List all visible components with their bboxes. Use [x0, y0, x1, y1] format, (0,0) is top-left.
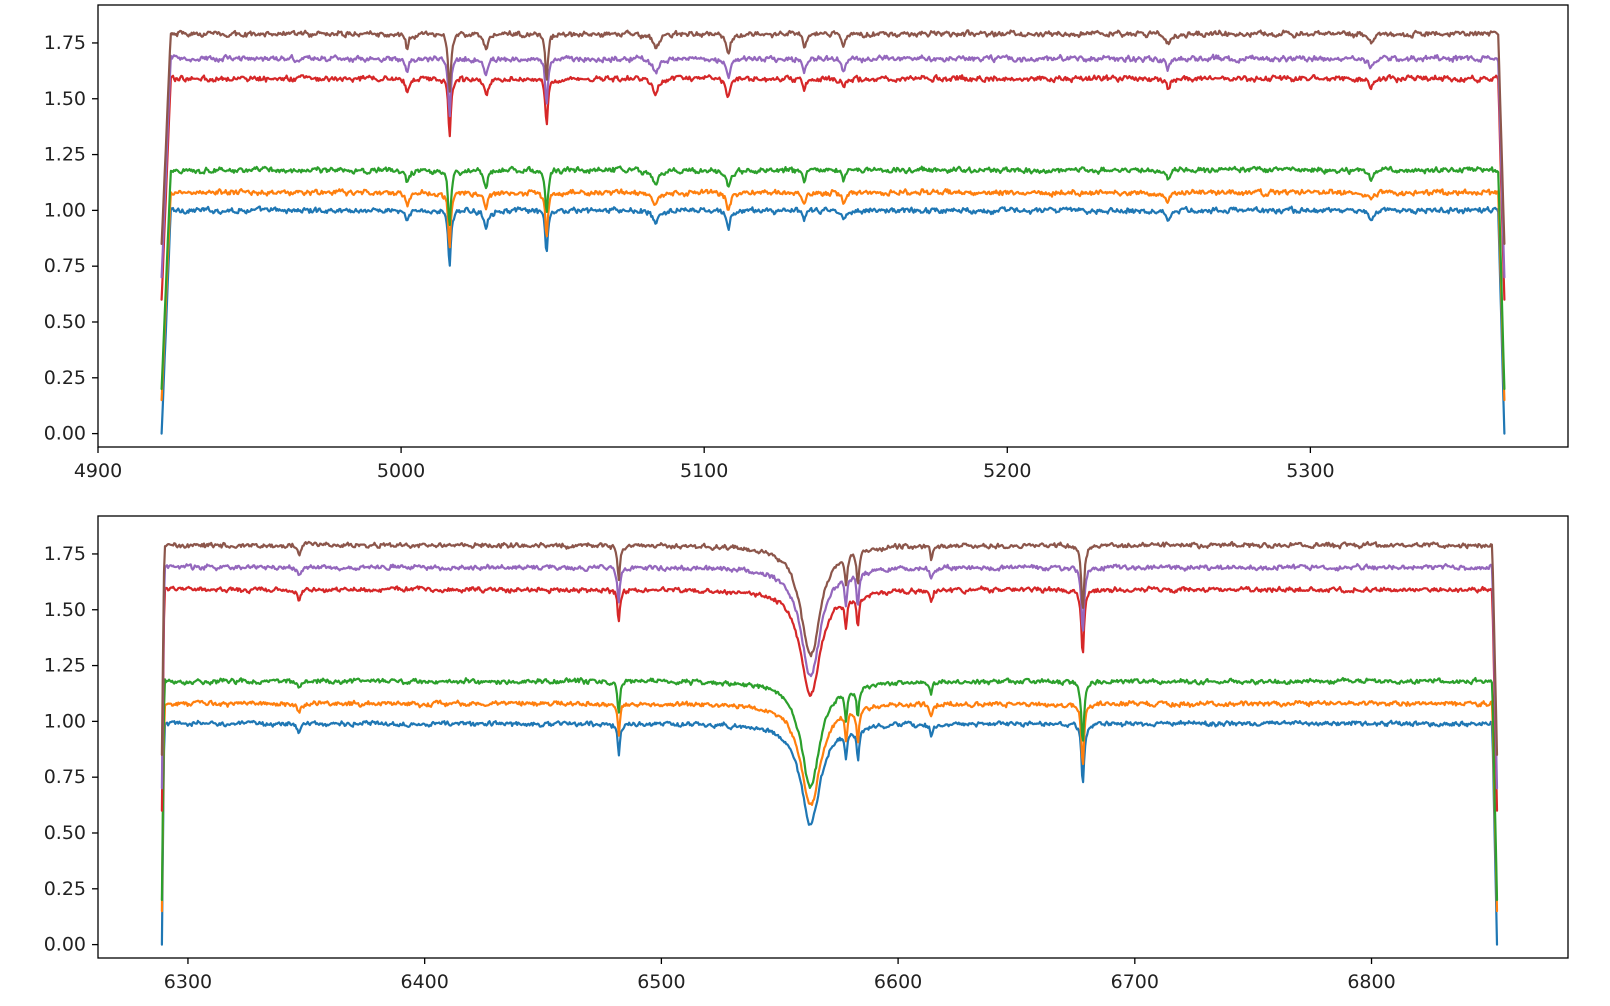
y-tick-label: 1.75: [44, 543, 86, 565]
y-tick-label: 1.25: [44, 655, 86, 677]
y-tick-label: 0.25: [44, 367, 86, 389]
x-tick-label: 6300: [164, 971, 212, 993]
y-tick-label: 1.25: [44, 144, 86, 166]
x-tick-label: 6500: [637, 971, 685, 993]
spectrum-series-line: [160, 53, 1506, 279]
x-tick-label: 6400: [400, 971, 448, 993]
y-tick-label: 0.50: [44, 822, 86, 844]
x-tick-label: 5200: [983, 460, 1031, 482]
spectrum-series-line: [160, 165, 1506, 391]
bottom-y-axis-ticks: 0.00 0.25 0.50 0.75 1.00 1.25 1.50 1.75: [44, 543, 98, 956]
spectrum-series-line: [160, 205, 1506, 435]
spectrum-series-line: [160, 585, 1499, 812]
spectrum-series-line: [160, 73, 1506, 301]
spectrum-series-line: [160, 29, 1506, 245]
x-tick-label: 5000: [377, 460, 425, 482]
x-tick-label: 6800: [1347, 971, 1395, 993]
y-tick-label: 0.50: [44, 311, 86, 333]
y-tick-label: 1.00: [44, 710, 86, 732]
top-series-group: [160, 29, 1506, 435]
y-tick-label: 0.75: [44, 255, 86, 277]
top-axes-frame: [97, 4, 1569, 448]
x-tick-label: 5100: [680, 460, 728, 482]
spectrum-series-line: [160, 676, 1499, 902]
y-tick-label: 1.75: [44, 32, 86, 54]
y-tick-label: 0.25: [44, 878, 86, 900]
y-tick-label: 0.00: [44, 934, 86, 956]
x-tick-label: 5300: [1286, 460, 1334, 482]
spectrum-series-line: [160, 188, 1506, 402]
spectrum-series-line: [160, 562, 1499, 790]
bottom-series-group: [160, 540, 1499, 946]
x-tick-label: 6700: [1111, 971, 1159, 993]
y-tick-label: 1.00: [44, 199, 86, 221]
bottom-axes-frame: [97, 515, 1569, 959]
bottom-spectrum-panel: 6300 6400 6500 6600 6700 6800 0.00 0.25 0.50 0.7…: [44, 515, 1569, 993]
y-tick-label: 0.00: [44, 423, 86, 445]
top-spectrum-panel: 4900 5000 5100 5200 5300 0.00 0.25 0.50 0.75 1.0…: [44, 4, 1569, 482]
spectrum-series-line: [160, 540, 1499, 757]
x-tick-label: 4900: [74, 460, 122, 482]
y-tick-label: 0.75: [44, 766, 86, 788]
top-x-axis-ticks: 4900 5000 5100 5200 5300: [74, 447, 1335, 482]
spectrum-series-line: [160, 719, 1499, 946]
y-tick-label: 1.50: [44, 88, 86, 110]
top-y-axis-ticks: 0.00 0.25 0.50 0.75 1.00 1.25 1.50 1.75: [44, 32, 98, 445]
y-tick-label: 1.50: [44, 599, 86, 621]
x-tick-label: 6600: [874, 971, 922, 993]
spectrum-series-line: [160, 699, 1499, 913]
bottom-x-axis-ticks: 6300 6400 6500 6600 6700 6800: [164, 958, 1396, 993]
